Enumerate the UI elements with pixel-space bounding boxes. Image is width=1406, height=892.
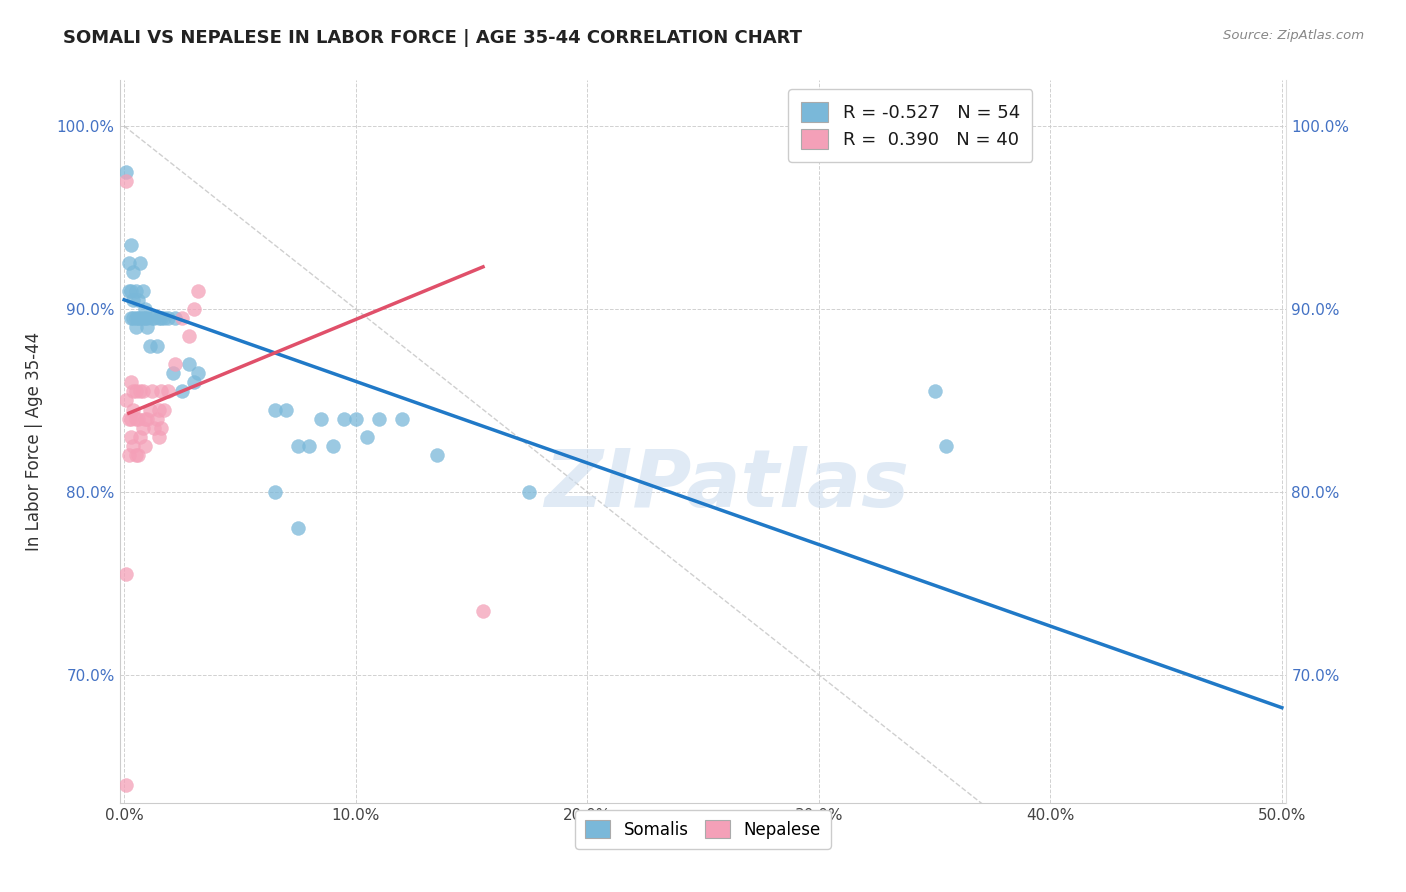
Text: SOMALI VS NEPALESE IN LABOR FORCE | AGE 35-44 CORRELATION CHART: SOMALI VS NEPALESE IN LABOR FORCE | AGE … (63, 29, 803, 46)
Point (131, 421, 153, 435)
Point (122, 384, 145, 399)
Point (134, 311, 156, 326)
Point (165, 311, 187, 326)
Point (322, 439, 344, 453)
Legend: Somalis, Nepalese: Somalis, Nepalese (575, 811, 831, 848)
Point (356, 430, 378, 444)
Point (122, 265, 145, 279)
Point (287, 439, 309, 453)
Point (150, 311, 173, 326)
Point (136, 311, 159, 326)
Point (131, 311, 153, 326)
Point (125, 448, 148, 462)
Point (134, 301, 156, 316)
Point (127, 411, 149, 425)
Point (935, 439, 957, 453)
Point (148, 430, 170, 444)
Point (344, 411, 367, 425)
Point (157, 384, 180, 399)
Point (145, 338, 167, 352)
Point (118, 284, 141, 298)
Point (183, 375, 205, 389)
Point (333, 411, 356, 425)
Point (276, 402, 298, 417)
Point (120, 238, 142, 252)
Point (125, 320, 148, 334)
Point (118, 411, 141, 425)
Point (309, 411, 332, 425)
Point (177, 357, 200, 371)
Point (115, 393, 138, 408)
Point (187, 366, 209, 380)
Point (122, 293, 145, 307)
Point (125, 411, 148, 425)
Point (122, 311, 145, 326)
Point (924, 384, 946, 399)
Point (115, 174, 138, 188)
Point (120, 411, 142, 425)
Point (138, 338, 160, 352)
Point (118, 448, 141, 462)
Point (517, 484, 540, 499)
Point (127, 293, 149, 307)
Point (120, 311, 142, 326)
Point (472, 604, 495, 618)
Point (170, 384, 193, 399)
Point (134, 411, 156, 425)
Point (426, 448, 449, 462)
Point (129, 256, 152, 270)
Point (298, 439, 321, 453)
Point (127, 448, 149, 462)
Point (127, 311, 149, 326)
Point (367, 411, 389, 425)
Point (143, 311, 166, 326)
Point (165, 357, 187, 371)
Point (152, 402, 174, 417)
Point (118, 256, 141, 270)
Point (391, 411, 413, 425)
Point (122, 402, 145, 417)
Text: Source: ZipAtlas.com: Source: ZipAtlas.com (1223, 29, 1364, 42)
Point (122, 439, 145, 453)
Point (115, 777, 138, 791)
Point (170, 311, 193, 326)
Point (136, 320, 159, 334)
Point (148, 402, 170, 417)
Point (125, 284, 148, 298)
Point (131, 384, 153, 399)
Point (157, 311, 180, 326)
Point (129, 384, 152, 399)
Point (131, 284, 153, 298)
Point (125, 311, 148, 326)
Point (150, 384, 173, 399)
Point (129, 430, 152, 444)
Point (148, 311, 170, 326)
Point (143, 421, 166, 435)
Point (141, 311, 163, 326)
Point (162, 366, 184, 380)
Point (177, 329, 200, 343)
Point (141, 384, 163, 399)
Point (187, 284, 209, 298)
Y-axis label: In Labor Force | Age 35-44: In Labor Force | Age 35-44 (25, 332, 42, 551)
Point (134, 439, 156, 453)
Point (120, 284, 142, 298)
Point (138, 402, 160, 417)
Point (115, 567, 138, 582)
Point (136, 411, 159, 425)
Point (183, 301, 205, 316)
Text: ZIPatlas: ZIPatlas (544, 446, 908, 524)
Point (125, 384, 148, 399)
Point (120, 430, 142, 444)
Point (152, 311, 174, 326)
Point (145, 411, 167, 425)
Point (129, 311, 152, 326)
Point (150, 421, 173, 435)
Point (263, 484, 285, 499)
Point (263, 402, 285, 417)
Point (287, 521, 309, 535)
Point (115, 165, 138, 179)
Point (120, 375, 142, 389)
